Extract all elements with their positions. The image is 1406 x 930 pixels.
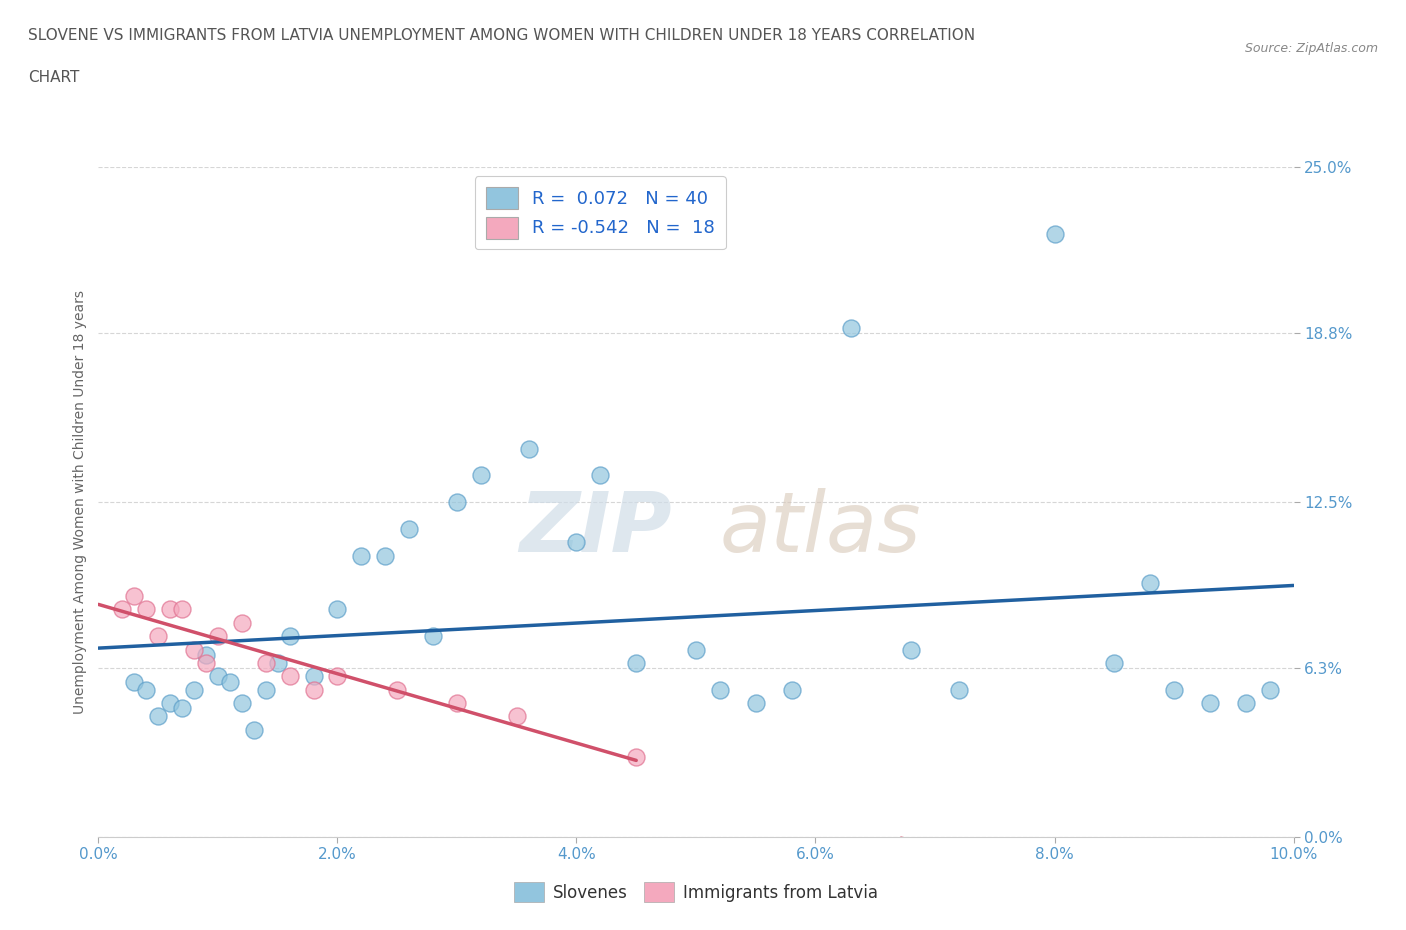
Point	[194, 656, 218, 671]
Point	[1102, 656, 1125, 671]
Point	[135, 683, 157, 698]
Point	[326, 669, 349, 684]
Point	[1043, 227, 1066, 242]
Point	[374, 549, 396, 564]
Point	[565, 535, 588, 550]
Point	[446, 696, 468, 711]
Point	[219, 674, 242, 689]
Point	[624, 656, 647, 671]
Point	[183, 642, 205, 657]
Point	[422, 629, 444, 644]
Point	[1258, 683, 1281, 698]
Point	[326, 602, 349, 617]
Point	[159, 696, 181, 711]
Point	[1198, 696, 1220, 711]
Point	[194, 647, 218, 662]
Point	[745, 696, 768, 711]
Point	[124, 674, 146, 689]
Point	[278, 669, 301, 684]
Point	[172, 701, 194, 716]
Point	[385, 683, 409, 698]
Text: atlas: atlas	[720, 488, 921, 569]
Point	[267, 656, 290, 671]
Point	[124, 589, 146, 604]
Point	[350, 549, 373, 564]
Point	[517, 441, 540, 456]
Point	[243, 723, 266, 737]
Point	[1234, 696, 1257, 711]
Point	[183, 683, 205, 698]
Point	[148, 629, 170, 644]
Point	[231, 696, 253, 711]
Point	[589, 468, 612, 483]
Text: SLOVENE VS IMMIGRANTS FROM LATVIA UNEMPLOYMENT AMONG WOMEN WITH CHILDREN UNDER 1: SLOVENE VS IMMIGRANTS FROM LATVIA UNEMPL…	[28, 28, 976, 43]
Point	[148, 709, 170, 724]
Point	[398, 522, 420, 537]
Point	[231, 616, 253, 631]
Point	[207, 629, 229, 644]
Point	[506, 709, 529, 724]
Point	[1139, 575, 1161, 590]
Point	[470, 468, 492, 483]
Point	[278, 629, 301, 644]
Point	[135, 602, 157, 617]
Point	[948, 683, 970, 698]
Text: ZIP: ZIP	[519, 488, 672, 569]
Point	[780, 683, 803, 698]
Text: CHART: CHART	[28, 70, 80, 85]
Point	[254, 683, 277, 698]
Legend: Slovenes, Immigrants from Latvia: Slovenes, Immigrants from Latvia	[508, 875, 884, 909]
Point	[159, 602, 181, 617]
Point	[839, 321, 862, 336]
Point	[254, 656, 277, 671]
Point	[302, 683, 325, 698]
Point	[446, 495, 468, 510]
Point	[685, 642, 707, 657]
Point	[302, 669, 325, 684]
Point	[207, 669, 229, 684]
Point	[1163, 683, 1185, 698]
Point	[111, 602, 134, 617]
Text: Source: ZipAtlas.com: Source: ZipAtlas.com	[1244, 42, 1378, 55]
Point	[172, 602, 194, 617]
Point	[624, 750, 647, 764]
Point	[900, 642, 922, 657]
Point	[709, 683, 731, 698]
Y-axis label: Unemployment Among Women with Children Under 18 years: Unemployment Among Women with Children U…	[73, 290, 87, 714]
